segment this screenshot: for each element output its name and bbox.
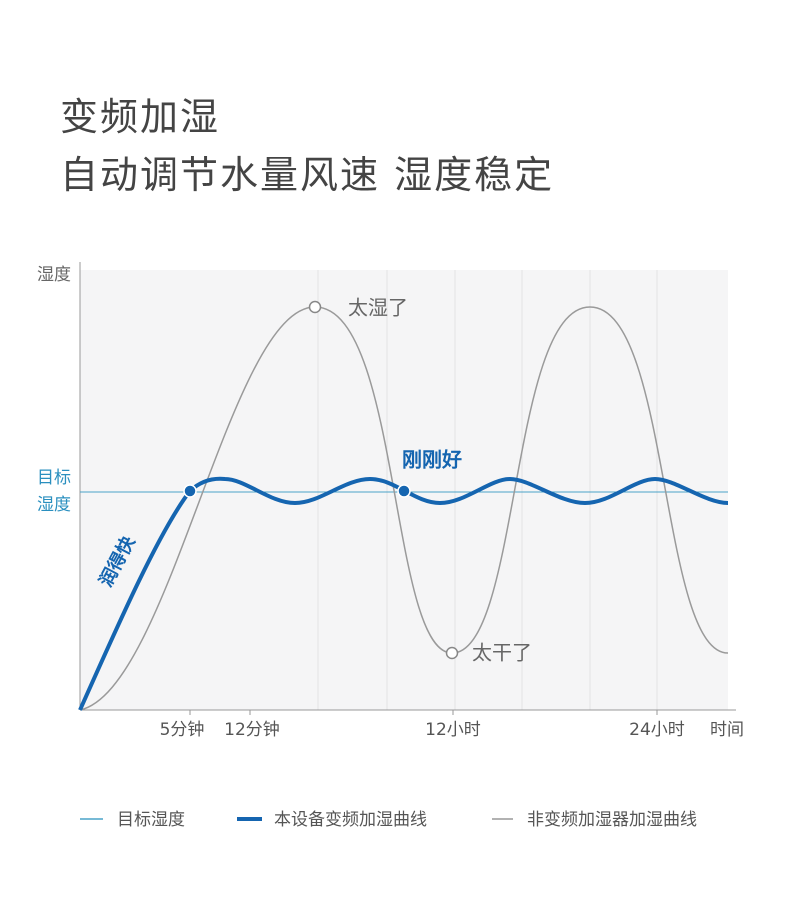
target-label: 湿度	[37, 495, 71, 515]
point	[183, 484, 197, 498]
point	[445, 646, 459, 660]
point	[308, 300, 322, 314]
title: 变频加湿	[60, 95, 221, 139]
legend-label: 目标湿度	[117, 810, 185, 830]
y-axis-label: 湿度	[37, 265, 71, 285]
point	[397, 484, 411, 498]
legend-label: 非变频加湿器加湿曲线	[527, 810, 697, 830]
subtitle: 自动调节水量风速 湿度稳定	[60, 153, 555, 197]
annotation: 刚刚好	[402, 448, 462, 472]
x-label: 24小时	[629, 720, 685, 740]
x-ticks	[189, 710, 658, 715]
x-label: 12分钟	[224, 720, 280, 740]
x-label: 12小时	[425, 720, 481, 740]
annotation: 太湿了	[348, 296, 408, 320]
target-label: 目标	[37, 468, 71, 488]
x-label: 5分钟	[160, 720, 205, 740]
annotation: 太干了	[472, 641, 532, 665]
x-label: 时间	[710, 720, 744, 740]
legend-label: 本设备变频加湿曲线	[274, 810, 427, 830]
grid	[317, 270, 658, 710]
